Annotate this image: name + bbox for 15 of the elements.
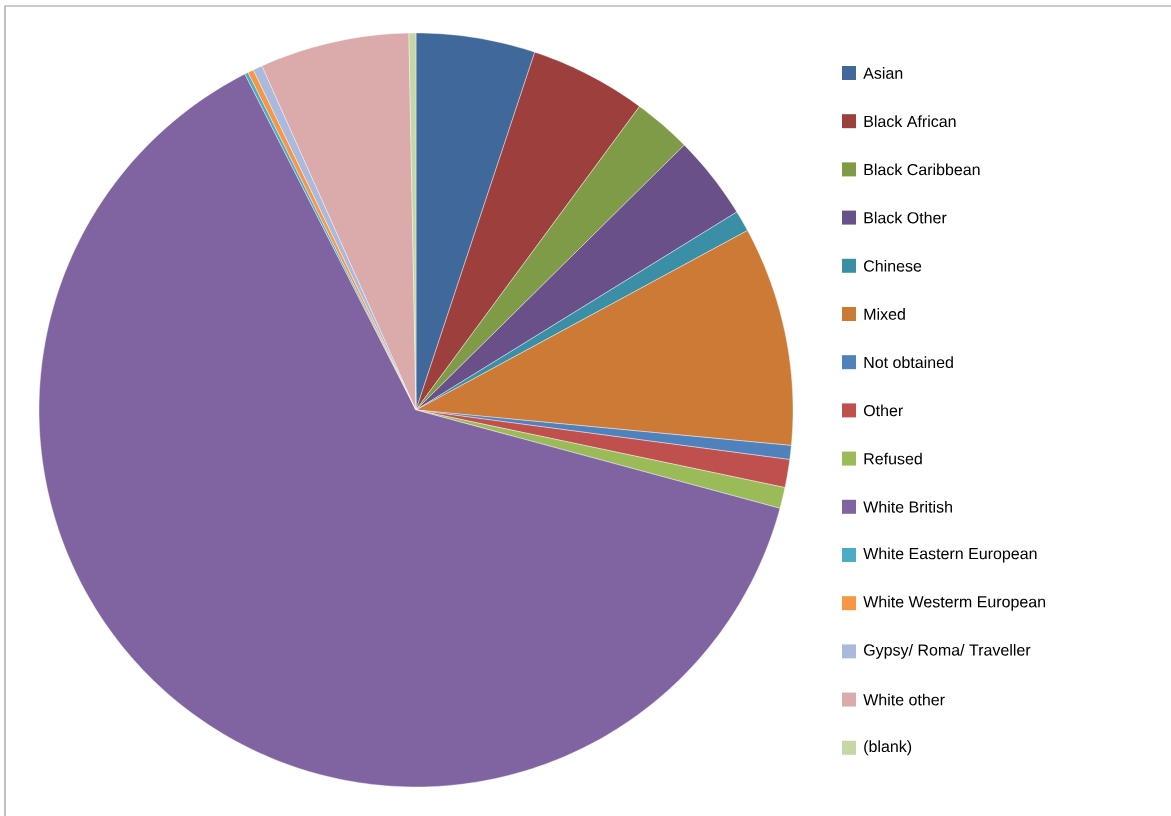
legend-label: White Eastern European <box>863 547 1037 563</box>
legend-label: Gypsy/ Roma/ Traveller <box>864 643 1031 659</box>
legend-label: Black Other <box>864 211 947 224</box>
legend-label: Asian <box>863 67 903 79</box>
legend-label: Chinese <box>864 259 922 272</box>
legend-label: Not obtained <box>864 356 953 369</box>
legend-label: Black Caribbean <box>864 163 980 176</box>
legend-label: Other <box>863 404 903 417</box>
legend-label: White other <box>863 693 945 706</box>
legend-label: Mixed <box>864 308 905 320</box>
legend-label: White Westerm European <box>863 595 1046 611</box>
legend-label: Black African <box>864 115 956 128</box>
legend-label: Refused <box>864 452 922 465</box>
legend-label: White British <box>863 500 952 513</box>
legend-label: (blank) <box>864 740 912 756</box>
